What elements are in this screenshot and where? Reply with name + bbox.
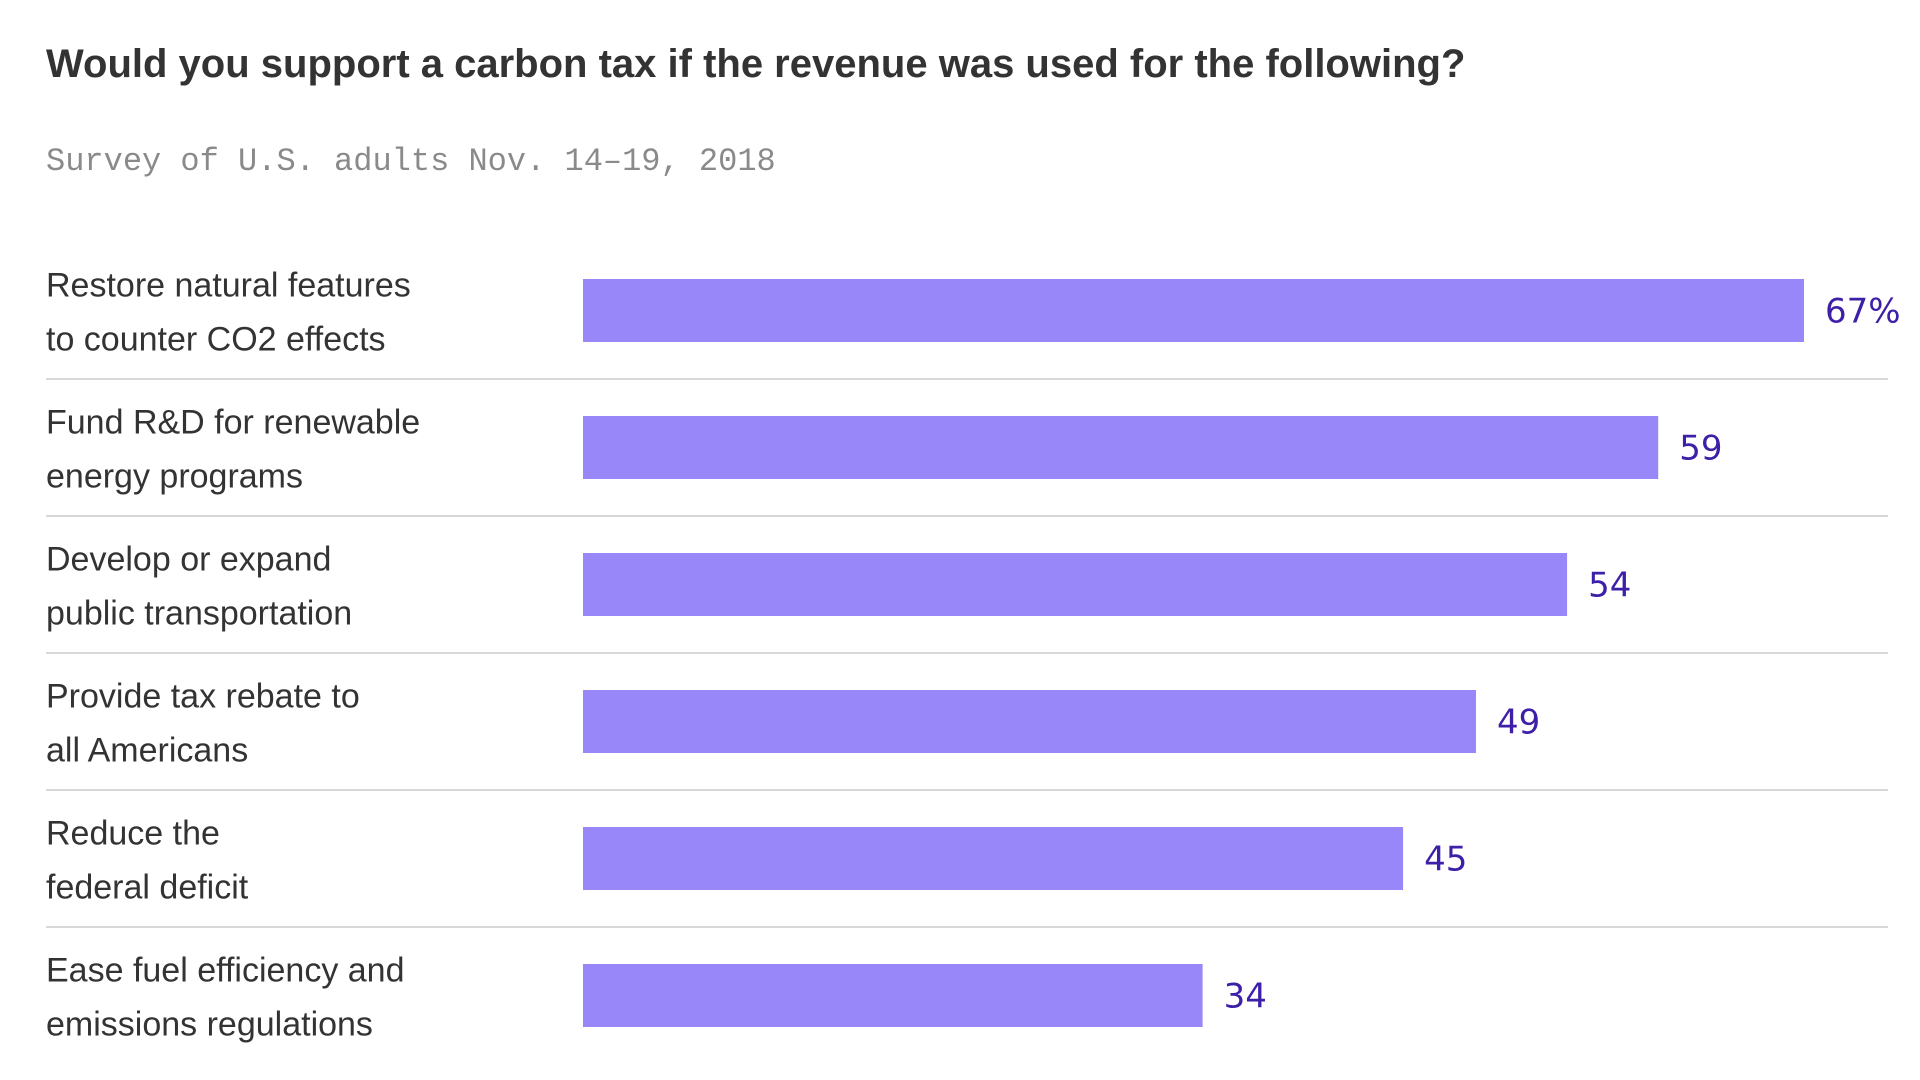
bar bbox=[583, 964, 1203, 1027]
bar bbox=[583, 827, 1404, 890]
bar bbox=[583, 416, 1659, 479]
category-label: Develop or expand bbox=[46, 541, 331, 579]
bar-value-label: 54 bbox=[1588, 566, 1631, 606]
bar-value-label: 45 bbox=[1424, 840, 1467, 880]
chart-subtitle: Survey of U.S. adults Nov. 14–19, 2018 bbox=[46, 143, 776, 180]
category-label: energy programs bbox=[46, 458, 303, 496]
category-label: emissions regulations bbox=[46, 1006, 373, 1044]
category-label: Ease fuel efficiency and bbox=[46, 952, 405, 990]
category-label: all Americans bbox=[46, 732, 248, 770]
bar-value-label: 59 bbox=[1679, 429, 1722, 469]
bar-value-label: 49 bbox=[1497, 703, 1540, 743]
bar-value-label: 67% bbox=[1825, 292, 1901, 332]
category-label: Provide tax rebate to bbox=[46, 678, 360, 716]
bar bbox=[583, 279, 1804, 342]
category-label: federal deficit bbox=[46, 869, 249, 907]
bar bbox=[583, 690, 1476, 753]
bar-value-label: 34 bbox=[1224, 977, 1267, 1017]
category-label: to counter CO2 effects bbox=[46, 321, 386, 359]
bar bbox=[583, 553, 1568, 616]
category-label: public transportation bbox=[46, 595, 352, 633]
category-label: Reduce the bbox=[46, 815, 220, 853]
chart-title: Would you support a carbon tax if the re… bbox=[46, 42, 1466, 86]
category-label: Fund R&D for renewable bbox=[46, 404, 420, 442]
category-label: Restore natural features bbox=[46, 267, 411, 305]
